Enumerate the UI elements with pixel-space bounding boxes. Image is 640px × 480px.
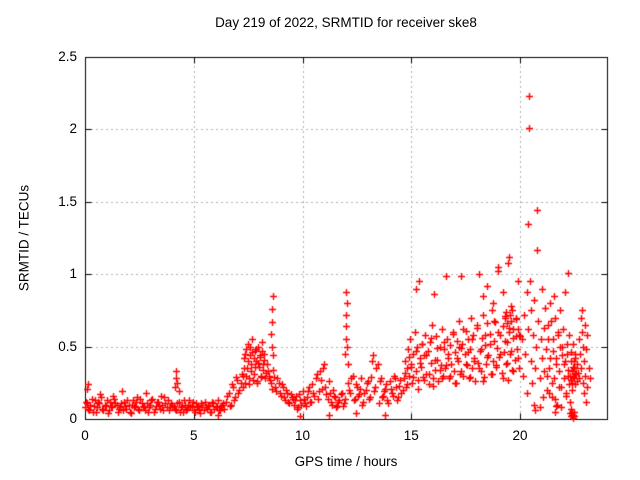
y-tick-label: 2.5 — [58, 49, 77, 64]
x-tick-label: 20 — [512, 428, 528, 443]
x-tick-label: 15 — [403, 428, 419, 443]
x-tick-label: 10 — [294, 428, 311, 443]
y-tick-label: 0.5 — [58, 338, 77, 354]
chart-title: Day 219 of 2022, SRMTID for receiver ske… — [215, 15, 477, 30]
x-tick-label: 5 — [189, 428, 198, 443]
y-tick-label: 1.5 — [58, 193, 77, 209]
y-tick-label: 0 — [69, 411, 77, 426]
x-tick-label: 0 — [81, 428, 89, 443]
y-tick-label: 2 — [69, 121, 77, 137]
x-axis-label: GPS time / hours — [294, 454, 398, 469]
y-tick-label: 1 — [69, 266, 77, 282]
